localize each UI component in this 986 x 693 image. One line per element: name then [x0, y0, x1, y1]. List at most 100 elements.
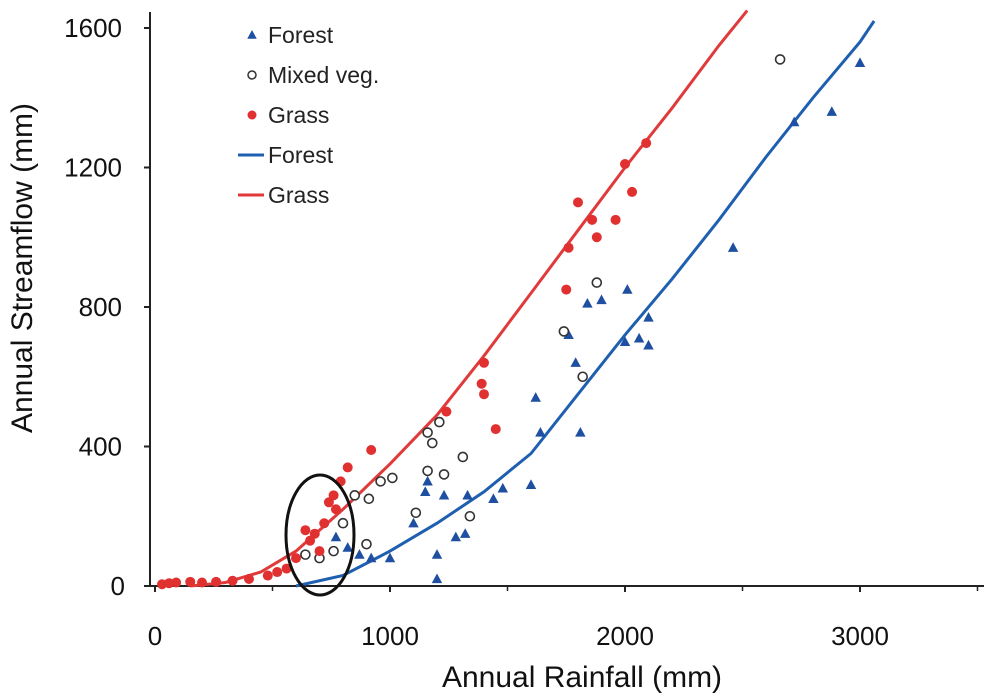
mixed-veg-point [774, 54, 786, 65]
legend-label: Forest [268, 22, 334, 48]
x-tick-label: 1000 [361, 621, 419, 651]
x-axis-title: Annual Rainfall (mm) [442, 661, 722, 693]
forest-point [570, 357, 581, 367]
forest-point [575, 427, 586, 437]
y-tick-label: 800 [79, 292, 122, 322]
forest-point [582, 298, 593, 308]
forest-point [330, 531, 342, 542]
grass-point [328, 490, 339, 501]
grass-point [620, 159, 630, 170]
mixed-veg-point [464, 510, 476, 522]
legend: Forest Mixed veg. Grass Forest Grass [238, 22, 379, 208]
grass-point [476, 378, 487, 389]
forest-point [643, 311, 654, 322]
legend-label: Mixed veg. [268, 62, 379, 88]
forest-point [788, 116, 800, 127]
grass-point [291, 553, 301, 564]
legend-forest-marker [247, 30, 257, 39]
grass-point [272, 567, 283, 578]
forest-point [596, 294, 607, 305]
mixed-veg-point [361, 538, 372, 550]
forest-point [727, 242, 739, 252]
mixed-veg-point [375, 476, 386, 487]
legend-label: Grass [268, 102, 329, 128]
mixed-veg-point [349, 490, 361, 501]
y-tick-label: 0 [111, 571, 125, 601]
mixed-veg-point [457, 451, 469, 463]
grass-point [591, 232, 602, 243]
mixed-veg-point [337, 517, 349, 529]
mixed-veg-point [422, 465, 433, 477]
forest-point [633, 332, 645, 343]
forest-point [530, 392, 541, 402]
mixed-veg-point [363, 493, 375, 505]
mixed-veg-point [300, 549, 311, 560]
grass-point [171, 577, 182, 588]
fit-line-grass [190, 9, 749, 588]
x-tick-label: 3000 [831, 621, 889, 651]
grass-point [479, 389, 489, 400]
mixed-veg-point [410, 507, 422, 519]
forest-point [497, 482, 509, 493]
legend-mixed-marker [247, 70, 257, 80]
grass-point [281, 563, 292, 574]
grass-point [342, 462, 353, 473]
grass-point [319, 518, 330, 529]
grass-point [490, 424, 501, 435]
grass-point [441, 406, 452, 417]
y-tick-label: 400 [79, 432, 122, 462]
forest-point [354, 549, 365, 559]
axes [149, 12, 984, 587]
forest-point [384, 552, 396, 563]
forest-point [525, 479, 537, 489]
grass-point [330, 504, 341, 515]
mixed-veg-point [577, 371, 589, 383]
grass-point [561, 284, 572, 295]
grass-point [610, 214, 621, 225]
grass-point [563, 242, 574, 253]
grass-point [314, 546, 325, 557]
grass-point [197, 577, 207, 588]
forest-point [365, 552, 377, 563]
grass-point [211, 576, 222, 587]
mixed-veg-point [422, 427, 433, 438]
forest-point [563, 329, 574, 340]
forest-point [459, 528, 471, 538]
grass-point [641, 138, 652, 149]
x-tick-label: 2000 [596, 621, 654, 651]
forest-point [450, 531, 462, 542]
mixed-veg-point [426, 437, 438, 449]
grass-point [244, 574, 254, 585]
forest-point [488, 493, 499, 503]
legend-grass-marker [247, 110, 257, 120]
grass-point [627, 186, 638, 197]
grass-point [479, 357, 489, 368]
forest-point [462, 489, 473, 500]
forest-point [619, 336, 631, 346]
forest-point [535, 427, 546, 437]
mixed-veg-point [328, 545, 339, 557]
highlight-ellipse [284, 473, 356, 597]
forest-point [643, 339, 654, 350]
forest-point [854, 57, 866, 67]
ticks: 0 400 800 1200 1600 0 1000 2000 3000 [64, 13, 979, 651]
forest-point [408, 517, 419, 528]
y-tick-label: 1600 [64, 13, 122, 43]
mixed-veg-point [438, 469, 450, 480]
grass-point [587, 214, 598, 225]
mixed-veg-point [387, 472, 398, 484]
fit-line-forest [295, 20, 876, 588]
grass-point [227, 575, 238, 586]
legend-label: Grass [268, 182, 329, 208]
y-axis-title: Annual Streamflow (mm) [6, 103, 39, 433]
data-points [157, 54, 866, 590]
forest-point [431, 549, 443, 559]
forest-point [422, 475, 433, 486]
mixed-veg-point [434, 416, 445, 428]
mixed-veg-point [558, 326, 570, 337]
grass-point [185, 576, 196, 587]
forest-point [438, 489, 450, 500]
forest-point [342, 542, 353, 552]
mixed-veg-point [591, 277, 603, 288]
